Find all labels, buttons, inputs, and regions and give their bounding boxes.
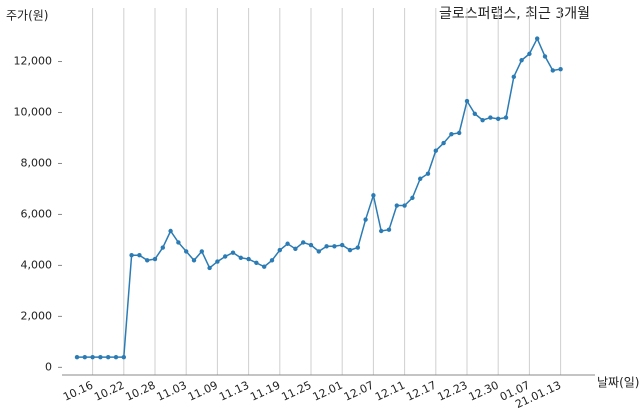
- point: [207, 265, 212, 271]
- point: [503, 115, 509, 120]
- x-tick-label: 12.17: [404, 379, 438, 404]
- point: [363, 217, 368, 222]
- point: [332, 244, 337, 249]
- x-tick-label: 10.28: [123, 379, 157, 404]
- point: [113, 354, 119, 360]
- point: [480, 117, 485, 123]
- point: [176, 240, 181, 245]
- point: [433, 148, 438, 153]
- y-axis-label: 주가(원): [6, 9, 48, 23]
- point: [527, 51, 532, 57]
- point: [90, 354, 95, 360]
- point: [410, 195, 415, 201]
- point: [535, 36, 540, 41]
- y-tick-label: 8,000: [21, 156, 53, 169]
- point: [371, 193, 376, 198]
- point: [425, 171, 431, 176]
- x-tick-label: 11.19: [248, 379, 282, 404]
- y-tick-label: 10,000: [14, 105, 53, 118]
- point: [262, 264, 267, 269]
- y-tick-label: 2,000: [21, 309, 53, 322]
- point: [550, 68, 555, 73]
- point: [340, 242, 345, 248]
- point: [418, 176, 423, 181]
- point: [355, 245, 360, 250]
- point: [215, 259, 220, 264]
- point: [558, 66, 563, 72]
- point: [488, 115, 493, 120]
- point: [293, 246, 298, 252]
- point: [347, 247, 353, 253]
- point: [324, 244, 329, 249]
- point: [121, 354, 127, 360]
- point: [74, 354, 80, 360]
- x-tick-label: 12.30: [467, 379, 501, 404]
- point: [152, 256, 158, 262]
- x-tick-label: 12.01: [311, 379, 345, 404]
- point: [496, 116, 501, 122]
- x-tick-label: 12.11: [373, 379, 407, 404]
- point: [98, 354, 103, 360]
- x-tick-label: 11.03: [155, 379, 189, 404]
- y-tick-label: 12,000: [14, 55, 53, 68]
- point: [457, 130, 462, 136]
- point: [394, 203, 399, 208]
- point: [246, 256, 251, 262]
- point: [184, 249, 189, 254]
- point: [199, 249, 204, 254]
- x-tick-label: 12.23: [435, 379, 469, 404]
- point: [277, 247, 282, 253]
- point: [106, 354, 111, 360]
- x-tick-label: 12.07: [342, 379, 376, 404]
- chart-title: 글로스퍼랩스, 최근 3개월: [439, 6, 590, 22]
- point: [449, 131, 454, 137]
- x-tick-label: 11.25: [279, 379, 313, 404]
- point: [269, 258, 275, 263]
- point: [379, 228, 384, 234]
- point: [238, 255, 243, 260]
- point: [301, 240, 306, 245]
- point: [223, 254, 228, 259]
- point: [254, 260, 259, 266]
- point: [542, 54, 548, 59]
- point: [472, 111, 477, 116]
- point: [441, 140, 446, 146]
- point: [285, 241, 290, 246]
- x-tick-label: 10.16: [61, 379, 95, 404]
- point: [316, 249, 321, 254]
- point: [230, 250, 236, 255]
- point: [145, 258, 150, 263]
- line: [77, 36, 561, 358]
- point: [519, 58, 524, 63]
- point: [511, 74, 516, 80]
- x-tick-label: 10.22: [92, 379, 126, 404]
- point: [386, 227, 392, 232]
- point: [168, 228, 173, 234]
- point: [82, 354, 88, 360]
- point: [137, 253, 142, 258]
- y-tick-label: 6,000: [21, 207, 53, 220]
- point: [129, 253, 134, 258]
- x-tick-label: 11.13: [217, 379, 251, 404]
- y-tick-label: 4,000: [21, 258, 53, 271]
- point: [464, 98, 470, 104]
- point: [160, 245, 165, 250]
- x-axis-label: 날짜(일): [597, 376, 639, 390]
- y-tick-label: 0: [45, 360, 52, 373]
- point: [191, 258, 197, 263]
- x-tick-label: 11.09: [186, 379, 220, 404]
- point: [402, 203, 407, 208]
- point: [308, 242, 314, 248]
